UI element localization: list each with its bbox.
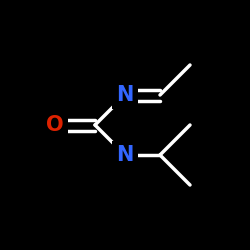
Text: N: N <box>116 145 134 165</box>
Text: O: O <box>46 115 64 135</box>
Text: N: N <box>116 85 134 105</box>
